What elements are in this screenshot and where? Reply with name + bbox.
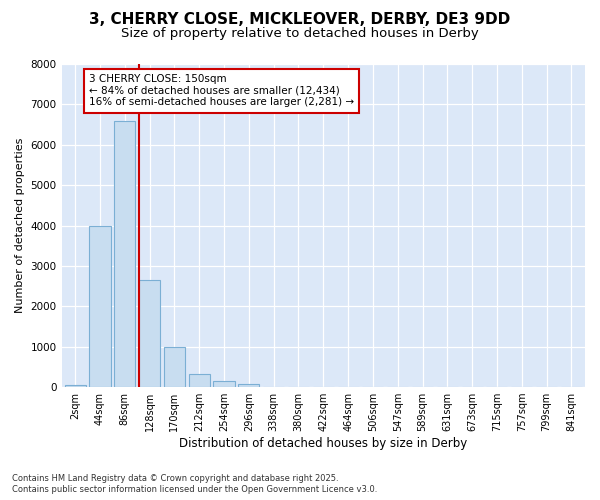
Bar bbox=[188, 374, 210, 387]
Bar bbox=[238, 384, 259, 387]
Bar bbox=[65, 384, 86, 387]
Bar bbox=[164, 346, 185, 387]
Text: Contains HM Land Registry data © Crown copyright and database right 2025.
Contai: Contains HM Land Registry data © Crown c… bbox=[12, 474, 377, 494]
Text: 3 CHERRY CLOSE: 150sqm
← 84% of detached houses are smaller (12,434)
16% of semi: 3 CHERRY CLOSE: 150sqm ← 84% of detached… bbox=[89, 74, 354, 108]
Bar bbox=[114, 120, 136, 387]
X-axis label: Distribution of detached houses by size in Derby: Distribution of detached houses by size … bbox=[179, 437, 467, 450]
Y-axis label: Number of detached properties: Number of detached properties bbox=[15, 138, 25, 313]
Bar bbox=[139, 280, 160, 387]
Text: 3, CHERRY CLOSE, MICKLEOVER, DERBY, DE3 9DD: 3, CHERRY CLOSE, MICKLEOVER, DERBY, DE3 … bbox=[89, 12, 511, 28]
Text: Size of property relative to detached houses in Derby: Size of property relative to detached ho… bbox=[121, 28, 479, 40]
Bar bbox=[214, 381, 235, 387]
Bar bbox=[89, 226, 110, 387]
